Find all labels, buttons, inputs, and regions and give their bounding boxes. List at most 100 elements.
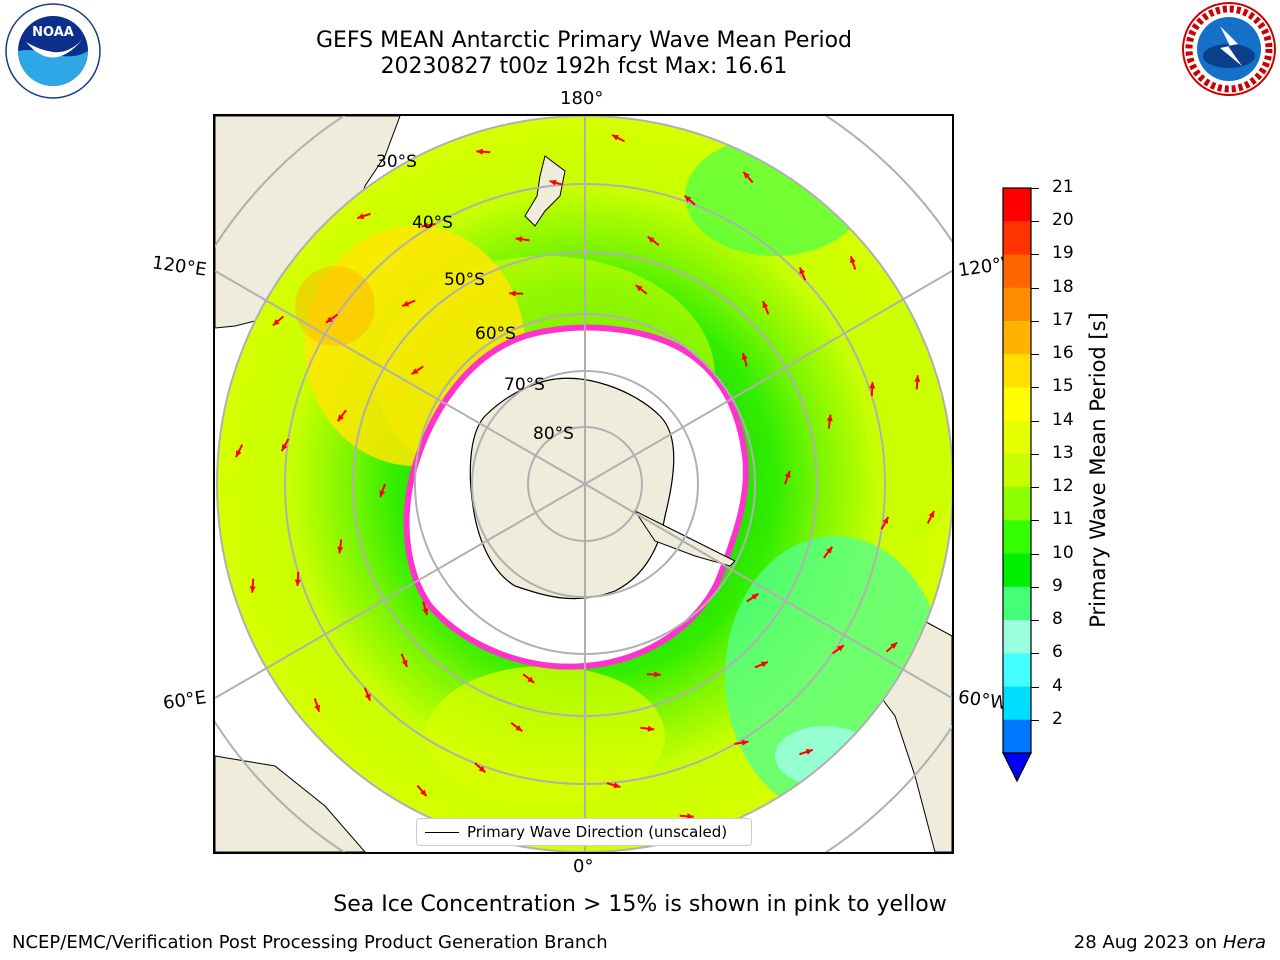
colorbar-tick-label: 15 [1052, 376, 1074, 397]
colorbar-tick-mark [1031, 487, 1039, 489]
colorbar-label: Primary Wave Mean Period [s] [1086, 312, 1110, 628]
colorbar-tick-label: 16 [1052, 343, 1074, 364]
wave-arrow-head [515, 725, 523, 732]
colorbar-tick-mark [1031, 719, 1039, 721]
colorbar-tick-mark [1031, 287, 1039, 289]
sea-ice-note: Sea Ice Concentration > 15% is shown in … [333, 892, 947, 917]
wave-arrow-head [401, 659, 408, 667]
colorbar-bin [1003, 487, 1031, 521]
wave-arrow-head [914, 375, 921, 382]
wave-arrow-head [402, 300, 410, 307]
map-title: GEFS MEAN Antarctic Primary Wave Mean Pe… [315, 28, 853, 53]
lon-label-left-lower: 60°E [161, 687, 208, 714]
wave-arrow-head [421, 222, 429, 229]
noaa-logo: NOAA [4, 2, 102, 100]
colorbar-tick-label: 20 [1052, 210, 1074, 231]
colorbar-tick-mark [1031, 188, 1039, 189]
wave-arrow-head [882, 516, 889, 524]
colorbar-bin [1003, 221, 1031, 255]
lon-label-top: 180° [560, 88, 604, 109]
colorbar-tick-label: 13 [1052, 442, 1074, 463]
map-legend: Primary Wave Direction (unscaled) [416, 818, 752, 846]
lat-label-40s: 40°S [412, 213, 453, 233]
colorbar [1000, 186, 1040, 786]
colorbar-tick-label: 14 [1052, 409, 1074, 430]
colorbar-tick-label: 19 [1052, 243, 1074, 264]
lat-label-60s: 60°S [475, 324, 516, 344]
wave-arrow-head [647, 725, 655, 732]
wave-arrow-head [326, 316, 333, 323]
colorbar-tick-mark [1031, 586, 1039, 588]
colorbar-bin [1003, 188, 1031, 222]
colorbar-tick-mark [1031, 420, 1039, 422]
colorbar-tick-label: 18 [1052, 276, 1074, 297]
map-panel [213, 114, 954, 854]
colorbar-tick-mark [1031, 620, 1039, 622]
wave-arrow-head [515, 236, 523, 243]
colorbar-bin [1003, 719, 1031, 754]
wave-arrow-head [249, 586, 256, 593]
legend-label: Primary Wave Direction (unscaled) [467, 823, 728, 841]
colorbar-tick-mark [1031, 387, 1039, 389]
colorbar-tick-label: 17 [1052, 309, 1074, 330]
colorbar-bin [1003, 387, 1031, 422]
colorbar-tick-mark [1031, 221, 1039, 223]
wave-arrow-head [647, 236, 655, 243]
colorbar-tick-mark [1031, 520, 1039, 522]
legend-line-sample [425, 832, 459, 833]
colorbar-bin [1003, 620, 1031, 654]
wave-arrow-head [422, 608, 429, 616]
colorbar-bin [1003, 320, 1031, 355]
colorbar-bin [1003, 653, 1031, 688]
colorbar-bin [1003, 453, 1031, 488]
wave-arrow-head [272, 319, 280, 326]
wave-arrow-head [294, 579, 301, 586]
colorbar-frame [1002, 187, 1032, 754]
colorbar-bin [1003, 254, 1031, 289]
colorbar-bin [1003, 586, 1031, 621]
colorbar-bin [1003, 520, 1031, 555]
wave-arrow-head [784, 470, 791, 478]
lat-label-30s: 30°S [376, 152, 417, 172]
wave-arrow-head [527, 676, 535, 683]
wave-arrow-head [549, 179, 557, 186]
nws-logo [1180, 0, 1278, 98]
wave-arrow-head [235, 450, 242, 458]
lat-label-50s: 50°S [444, 270, 485, 290]
wave-arrow-head [762, 301, 769, 309]
map-subtitle: 20230827 t00z 192h fcst Max: 16.61 [380, 54, 788, 79]
colorbar-tick-label: 2 [1052, 708, 1063, 729]
antarctica-land [469, 377, 675, 600]
polar-map [215, 116, 952, 852]
wave-arrow-head [928, 510, 935, 518]
colorbar-tick-label: 9 [1052, 575, 1063, 596]
wave-arrow-head [805, 748, 813, 755]
wave-arrow-head [379, 490, 386, 498]
colorbar-bin [1003, 420, 1031, 455]
graticule [215, 116, 952, 852]
new-zealand-land [524, 155, 566, 227]
wave-direction-vectors [235, 134, 935, 834]
wave-arrow-head [684, 195, 692, 203]
colorbar-tick-label: 8 [1052, 609, 1063, 630]
colorbar-tick-label: 4 [1052, 675, 1063, 696]
colorbar-tick-label: 10 [1052, 542, 1074, 563]
colorbar-bin [1003, 553, 1031, 588]
wave-arrow-head [357, 213, 365, 220]
wave-arrow-head [751, 593, 759, 600]
wave-arrow-head [509, 290, 516, 297]
date-label: 28 Aug 2023 on [1073, 932, 1218, 953]
wave-arrow-head [741, 352, 748, 360]
wave-arrow-head [741, 739, 749, 746]
africa-land [215, 755, 366, 852]
wave-arrow-head [799, 267, 806, 275]
wave-arrow-head [687, 813, 694, 820]
wave-arrow-head [869, 382, 876, 389]
wave-arrow-head [613, 782, 621, 789]
colorbar-tick-label: 21 [1052, 177, 1074, 197]
date-text: 28 Aug 2023 on Hera [1074, 932, 1266, 953]
wave-arrow-head [337, 546, 344, 554]
wave-arrow-head [826, 414, 833, 422]
lon-label-left-upper: 120°E [150, 252, 208, 281]
lon-label-bottom: 0° [573, 856, 594, 877]
